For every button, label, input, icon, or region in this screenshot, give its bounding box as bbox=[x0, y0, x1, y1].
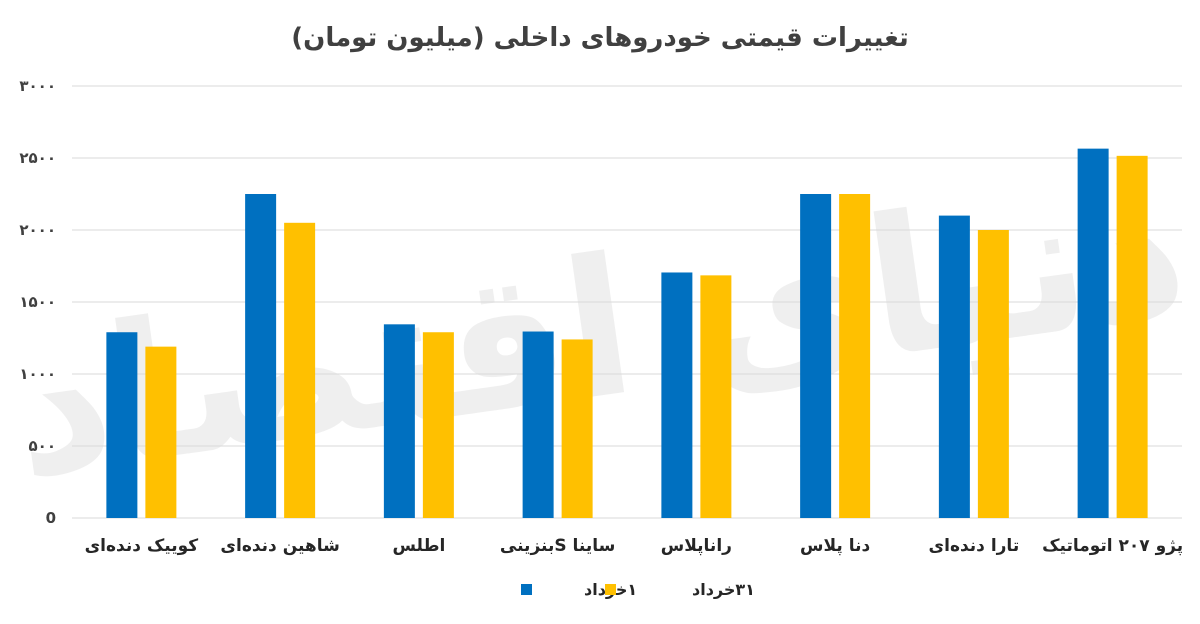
y-axis: 0 ۵۰۰ ۱۰۰۰ ۱۵۰۰ ۲۰۰۰ ۲۵۰۰ ۳۰۰۰ bbox=[19, 77, 56, 527]
watermark: دنیای اقتصاد bbox=[0, 138, 1199, 521]
bar-series1-3 bbox=[522, 331, 554, 518]
bar-series2-5 bbox=[839, 194, 871, 518]
y-tick-label: ۱۰۰۰ bbox=[19, 365, 56, 383]
bar-series2-0 bbox=[145, 346, 177, 518]
bar-series1-1 bbox=[245, 194, 277, 518]
bar-series2-1 bbox=[284, 222, 316, 519]
legend-swatch bbox=[521, 584, 532, 595]
x-tick-label: پژو ۲۰۷ اتوماتیک bbox=[1042, 536, 1183, 556]
bar-series1-5 bbox=[800, 194, 832, 518]
bar-series2-6 bbox=[977, 230, 1009, 518]
legend: ۱خرداد ۳۱خرداد bbox=[521, 580, 755, 599]
legend-label: ۳۱خرداد bbox=[692, 580, 755, 599]
x-tick-label: دنا پلاس bbox=[800, 536, 870, 556]
bar-series1-6 bbox=[938, 215, 970, 518]
x-tick-label: تارا دنده‌ای bbox=[929, 536, 1020, 556]
y-tick-label: ۲۰۰۰ bbox=[19, 221, 56, 239]
bar-series2-2 bbox=[422, 332, 454, 518]
x-tick-label: شاهین دنده‌ای bbox=[220, 536, 339, 556]
bars bbox=[106, 148, 1148, 519]
y-tick-label: ۳۰۰۰ bbox=[19, 77, 56, 95]
bar-series1-0 bbox=[106, 332, 138, 518]
x-tick-label: ساینا Sبنزینی bbox=[500, 536, 615, 556]
bar-series2-7 bbox=[1116, 155, 1148, 518]
chart-title: تغییرات قیمتی خودروهای داخلی (میلیون توم… bbox=[291, 23, 908, 53]
y-tick-label: ۵۰۰ bbox=[29, 437, 56, 455]
y-tick-label: 0 bbox=[46, 509, 56, 527]
bar-series2-3 bbox=[561, 339, 593, 518]
bar-series1-7 bbox=[1077, 148, 1109, 518]
legend-swatch bbox=[605, 584, 616, 595]
x-tick-label: اطلس bbox=[392, 536, 445, 556]
x-tick-label: کوییک دنده‌ای bbox=[85, 536, 199, 556]
x-axis: کوییک دنده‌ای شاهین دنده‌ای اطلس ساینا Sبنز… bbox=[85, 536, 1184, 556]
y-tick-label: ۲۵۰۰ bbox=[19, 149, 56, 167]
bar-series1-2 bbox=[383, 324, 415, 518]
bar-series2-4 bbox=[700, 275, 732, 518]
bar-series1-4 bbox=[661, 272, 693, 518]
y-tick-label: ۱۵۰۰ bbox=[19, 293, 56, 311]
x-tick-label: راناپلاس bbox=[661, 536, 732, 556]
